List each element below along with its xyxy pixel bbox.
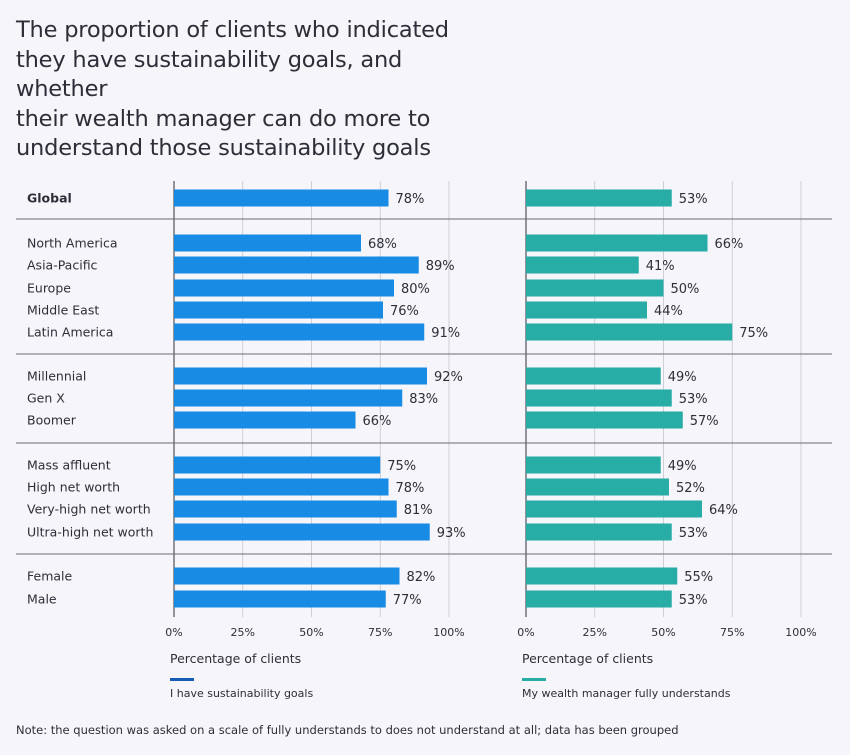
x-axis-title: Percentage of clients [522,651,653,666]
category-label: Female [27,569,73,584]
legend-label: My wealth manager fully understands [522,687,731,700]
data-label: 57% [690,414,719,429]
bar [526,256,639,274]
bar [526,367,661,385]
footnote: Note: the question was asked on a scale … [16,723,679,737]
category-label: Mass affluent [27,458,111,473]
tick-label: 75% [368,626,392,639]
x-axis-title: Percentage of clients [170,651,301,666]
bar [526,590,672,608]
bar [174,367,427,385]
data-label: 41% [646,259,675,274]
data-label: 68% [368,237,397,252]
bar [526,301,647,319]
bar [174,234,361,252]
data-label: 53% [679,392,708,407]
data-label: 52% [676,481,705,496]
chart-title: The proportion of clients who indicated … [16,17,449,161]
legend-swatch [522,678,546,681]
bar [174,389,403,407]
legend-label: I have sustainability goals [170,687,313,700]
data-label: 55% [684,570,713,585]
data-label: 78% [396,481,425,496]
category-label: Millennial [27,369,86,384]
category-label: Latin America [27,325,113,340]
tick-label: 0% [165,626,182,639]
bar [526,456,661,474]
category-label: Very-high net worth [27,502,151,517]
data-label: 81% [404,503,433,518]
bar [174,478,389,496]
category-label: Ultra-high net worth [27,525,153,540]
data-label: 66% [715,237,744,252]
data-label: 53% [679,526,708,541]
bar [526,189,672,207]
bar [526,567,678,585]
category-label: Asia-Pacific [27,258,98,273]
bar [526,323,733,341]
tick-label: 100% [433,626,464,639]
bar [174,456,381,474]
category-label: Global [27,191,72,206]
category-label: Gen X [27,391,65,406]
data-label: 78% [396,192,425,207]
data-label: 80% [401,282,430,297]
bar [526,411,683,429]
bar [526,500,702,518]
data-label: 53% [679,593,708,608]
bar [174,279,394,297]
bar [174,301,383,319]
data-label: 93% [437,526,466,541]
data-label: 92% [434,370,463,385]
data-label: 83% [409,392,438,407]
bar [526,234,708,252]
data-label: 76% [390,304,419,319]
data-label: 75% [739,326,768,341]
legend-swatch [170,678,194,681]
bar [526,279,664,297]
bar [526,389,672,407]
data-label: 91% [431,326,460,341]
bar [174,323,425,341]
category-label: Middle East [27,303,99,318]
tick-label: 75% [720,626,744,639]
data-label: 82% [407,570,436,585]
data-label: 44% [654,304,683,319]
data-label: 66% [363,414,392,429]
data-label: 75% [387,459,416,474]
bar [526,523,672,541]
tick-label: 50% [651,626,675,639]
bar [174,523,430,541]
data-label: 49% [668,370,697,385]
category-label: Male [27,592,57,607]
bar [174,189,389,207]
tick-label: 25% [231,626,255,639]
tick-label: 25% [583,626,607,639]
data-label: 49% [668,459,697,474]
category-label: High net worth [27,480,120,495]
bar [174,256,419,274]
data-label: 77% [393,593,422,608]
data-label: 64% [709,503,738,518]
category-label: Boomer [27,413,77,428]
category-label: North America [27,236,118,251]
data-label: 89% [426,259,455,274]
bar [526,478,669,496]
data-label: 50% [671,282,700,297]
tick-label: 50% [299,626,323,639]
bar [174,567,400,585]
category-label: Europe [27,281,71,296]
tick-label: 0% [517,626,534,639]
data-label: 53% [679,192,708,207]
bar [174,500,397,518]
bar [174,411,356,429]
bar [174,590,386,608]
tick-label: 100% [785,626,816,639]
